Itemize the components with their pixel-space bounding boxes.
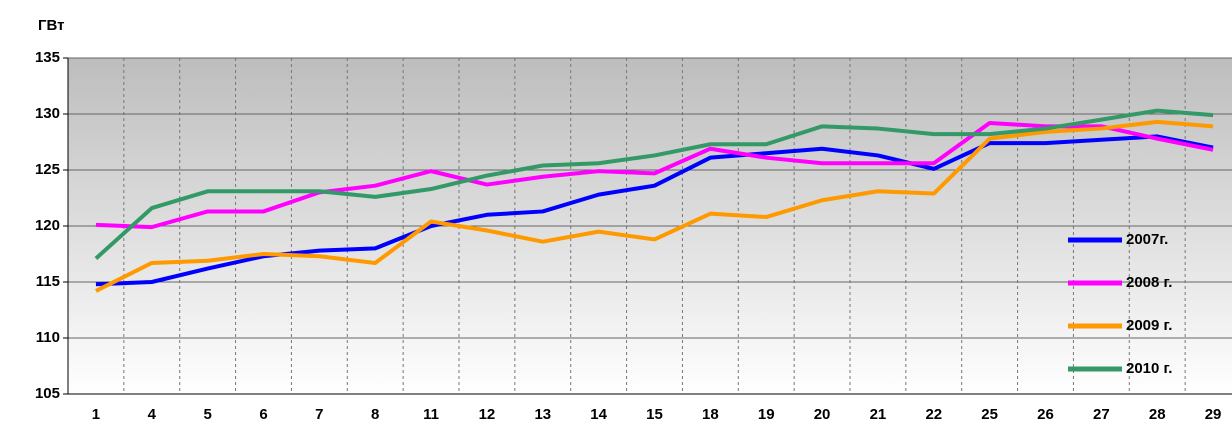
legend-label: 2008 г. — [1126, 274, 1172, 291]
x-tick-label: 22 — [925, 406, 942, 423]
y-tick-label: 125 — [35, 161, 60, 178]
x-tick-label: 1 — [92, 406, 100, 423]
x-tick-label: 18 — [702, 406, 719, 423]
y-tick-label: 120 — [35, 217, 60, 234]
y-axis-label: ГВт — [38, 17, 64, 34]
legend-label: 2010 г. — [1126, 360, 1172, 377]
y-tick-label: 105 — [35, 385, 60, 402]
y-tick-label: 115 — [36, 273, 60, 290]
x-tick-label: 20 — [814, 406, 831, 423]
x-tick-label: 8 — [371, 406, 379, 423]
legend-label: 2007г. — [1126, 231, 1168, 248]
y-tick-label: 135 — [35, 49, 60, 66]
x-tick-label: 28 — [1149, 406, 1166, 423]
series-line — [95, 119, 1214, 293]
x-tick-label: 4 — [148, 406, 157, 423]
x-tick-label: 21 — [870, 406, 887, 423]
x-tick-label: 27 — [1093, 406, 1110, 423]
x-tick-label: 7 — [315, 406, 323, 423]
series-line — [95, 120, 1214, 230]
x-tick-label: 19 — [758, 406, 775, 423]
x-tick-label: 15 — [646, 406, 663, 423]
x-tick-label: 11 — [423, 406, 439, 423]
y-tick-label: 110 — [36, 329, 60, 346]
x-tick-label: 6 — [259, 406, 267, 423]
x-tick-label: 14 — [590, 406, 607, 423]
x-tick-label: 12 — [479, 406, 496, 423]
x-tick-label: 13 — [534, 406, 551, 423]
x-tick-label: 25 — [981, 406, 998, 423]
x-tick-label: 29 — [1205, 406, 1222, 423]
series-line — [94, 108, 1214, 260]
x-tick-label: 26 — [1037, 406, 1054, 423]
legend-label: 2009 г. — [1126, 317, 1172, 334]
y-tick-label: 130 — [35, 105, 60, 122]
x-tick-label: 5 — [203, 406, 211, 423]
